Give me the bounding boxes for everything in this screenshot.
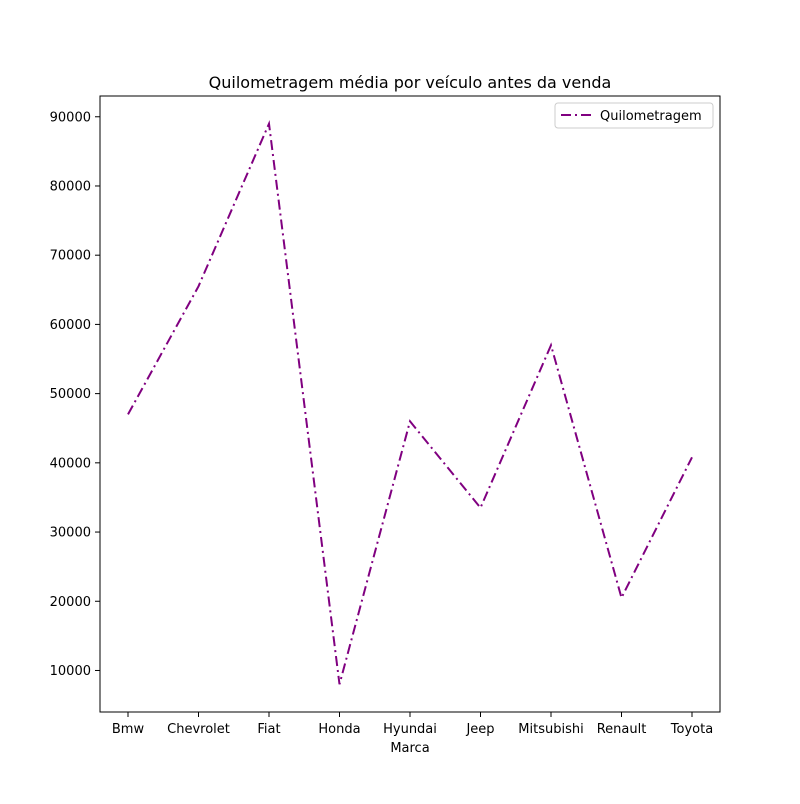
x-axis: Bmw Chevrolet Fiat Honda Hyundai Jeep Mitsubis… [112, 712, 713, 737]
x-tick-label: Renault [597, 722, 647, 737]
y-tick-label: 60000 [50, 318, 91, 333]
y-tick-label: 40000 [50, 456, 91, 471]
x-tick-label: Mitsubishi [518, 722, 583, 737]
y-tick-label: 80000 [50, 179, 91, 194]
legend: Quilometragem [555, 103, 713, 128]
x-axis-label: Marca [390, 741, 429, 756]
x-tick-label: Fiat [257, 722, 280, 737]
x-tick-label: Bmw [112, 722, 145, 737]
y-tick-label: 30000 [50, 526, 91, 541]
y-tick-label: 90000 [50, 110, 91, 125]
plot-frame [100, 96, 720, 712]
y-tick-label: 50000 [50, 387, 91, 402]
series-line [128, 124, 692, 685]
y-tick-label: 70000 [50, 249, 91, 264]
x-tick-label: Honda [318, 722, 360, 737]
y-tick-label: 20000 [50, 595, 91, 610]
x-tick-label: Toyota [670, 722, 713, 737]
chart-title: Quilometragem média por veículo antes da… [209, 73, 612, 92]
legend-label: Quilometragem [600, 109, 702, 124]
x-tick-label: Chevrolet [167, 722, 230, 737]
x-tick-label: Hyundai [383, 722, 437, 737]
x-tick-label: Jeep [465, 722, 494, 737]
y-tick-label: 10000 [50, 664, 91, 679]
y-axis: 10000 20000 30000 40000 50000 60000 70000 80000… [50, 110, 100, 679]
plot-lines [128, 124, 692, 685]
